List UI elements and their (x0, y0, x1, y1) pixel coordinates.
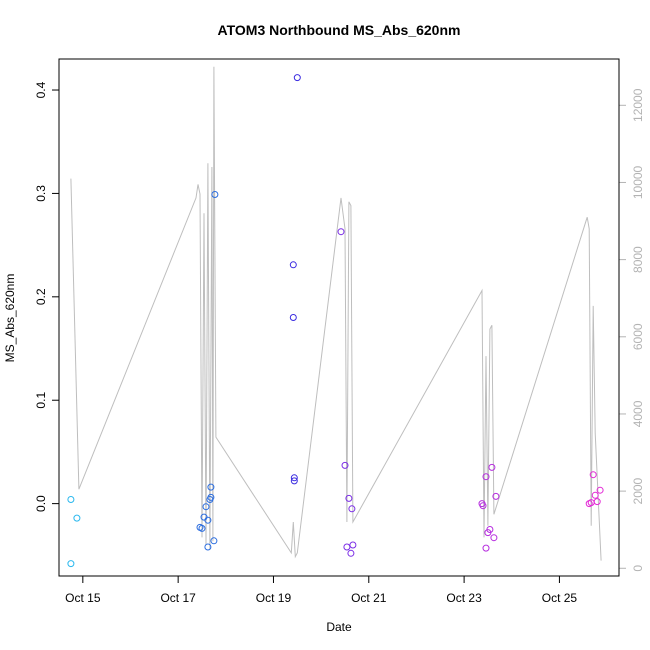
y2-tick-label: 12000 (631, 88, 645, 122)
data-point (207, 493, 215, 501)
y-tick-label: 0.3 (34, 185, 48, 202)
data-point (591, 491, 599, 499)
secondary-series-line (70, 66, 602, 561)
y2-tick-label: 4000 (631, 400, 645, 427)
x-tick-label: Oct 15 (65, 591, 101, 605)
data-point (593, 498, 601, 506)
data-point (67, 496, 75, 503)
data-point (596, 486, 604, 494)
data-point (73, 514, 81, 522)
data-point (347, 549, 355, 557)
data-point (492, 492, 500, 500)
y-tick-label: 0.1 (34, 392, 48, 409)
x-tick-label: Oct 23 (446, 591, 482, 605)
points-layer (67, 74, 604, 568)
data-point (211, 191, 219, 198)
y2-tick-label: 0 (631, 565, 645, 572)
data-point (341, 461, 349, 469)
data-point (349, 541, 357, 549)
x-axis-label: Date (326, 620, 352, 634)
chart-title: ATOM3 Northbound MS_Abs_620nm (218, 22, 461, 38)
data-point (348, 505, 356, 513)
y2-tick-label: 8000 (631, 246, 645, 273)
data-point (345, 494, 353, 502)
data-point (482, 544, 490, 552)
data-point (289, 261, 297, 269)
y2-tick-label: 2000 (631, 477, 645, 504)
y2-tick-label: 6000 (631, 323, 645, 350)
data-point (210, 537, 218, 545)
data-point (290, 474, 298, 482)
y-axis-label: MS_Abs_620nm (3, 274, 17, 363)
y-tick-label: 0.4 (34, 81, 48, 98)
y-tick-label: 0.0 (34, 495, 48, 512)
data-point (204, 516, 212, 524)
plot-frame (58, 58, 620, 577)
data-point (337, 228, 345, 236)
data-point (204, 543, 212, 551)
y-tick-label: 0.2 (34, 288, 48, 305)
x-tick-label: Oct 17 (160, 591, 196, 605)
data-point (589, 471, 597, 479)
x-tick-label: Oct 21 (351, 591, 387, 605)
data-point (289, 314, 297, 321)
secondary-line-layer (70, 66, 602, 561)
data-point (207, 483, 215, 491)
axes-layer: Oct 15 Oct 17 Oct 19 Oct 21 Oct 23 Oct 25 0.0 0… (34, 81, 645, 605)
data-point (202, 503, 210, 511)
data-point (479, 502, 487, 510)
data-point (198, 524, 206, 532)
data-point (290, 477, 298, 485)
data-point (293, 74, 301, 82)
x-tick-label: Oct 19 (256, 591, 292, 605)
data-point (490, 534, 498, 542)
data-point (482, 473, 490, 481)
data-point (486, 526, 494, 533)
y2-tick-label: 10000 (631, 165, 645, 199)
x-tick-label: Oct 25 (542, 591, 578, 605)
data-point (67, 560, 75, 568)
data-point (488, 463, 496, 471)
data-point (343, 543, 351, 551)
